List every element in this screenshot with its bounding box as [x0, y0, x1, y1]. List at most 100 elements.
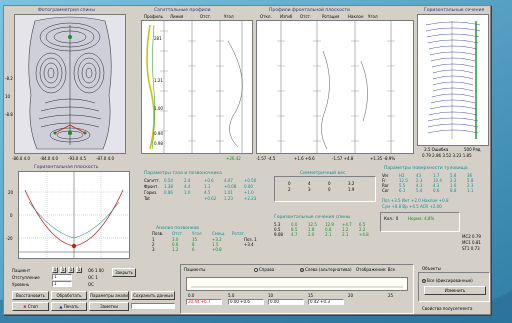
slider-label-6: 25 — [388, 293, 394, 298]
step-field[interactable]: 1 — [52, 274, 72, 280]
contour-map — [15, 15, 125, 153]
vertebra-cols-cell: Ротат. — [232, 231, 246, 236]
surface-table-cell: Fr — [382, 178, 386, 183]
profiles-axis-2: 1.21 — [154, 78, 163, 83]
profiles-footer: +26.42 — [226, 156, 241, 161]
level-tail: ОС — [88, 282, 94, 287]
vertebra-cols-cell: Отст. — [172, 231, 184, 236]
radio-1-icon — [254, 268, 258, 272]
surface-table-cell: Ver — [382, 173, 389, 178]
horizontal-view — [417, 14, 489, 146]
pelvis-table-cell: 1.01 — [224, 190, 233, 195]
slider-field-3[interactable]: 0.00 — [268, 299, 304, 305]
topo-value-3: -93.0 4.5 — [68, 156, 86, 161]
profiles-title: Сагиттальные профили — [154, 8, 211, 13]
save-data-button[interactable]: Сохранить данные — [131, 291, 175, 300]
slider-label-1: 0.0 — [188, 293, 195, 298]
step-label: Отступление — [12, 275, 40, 280]
topo-value-2: -84.0 4.0 — [40, 156, 58, 161]
horizontal-plane-graph — [18, 171, 130, 259]
vertebra-table-cell: 15 — [192, 237, 198, 242]
pelvis-table-cell: +0.6 — [204, 178, 214, 183]
objects-panel — [418, 272, 490, 302]
stop-button[interactable]: ✖ Стоп — [12, 302, 49, 311]
symmetry-table-cell: 2 — [288, 187, 291, 192]
notes-button[interactable]: Заметки — [89, 302, 129, 311]
frontal-footer-3: -1.57 +4.8 — [332, 156, 354, 161]
rotation-table-cell: 6.5 — [359, 222, 366, 227]
surface-table-cell: 6.1 — [399, 188, 406, 193]
pelvis-table-cell: +0.62 — [204, 196, 217, 201]
surface-extra-2: Сум +0.8 Вр +4.5 ACR +2.00 — [382, 204, 442, 209]
stop-icon: ✖ — [23, 304, 27, 309]
radio-option-2[interactable]: Слева (альтернатива) — [300, 267, 352, 272]
symmetry-table: 0 4 0 3.2 2 3 0 1.9 — [288, 181, 370, 193]
change-button[interactable]: Изменить — [424, 286, 486, 295]
surface-table-cell: 2.3 — [467, 183, 474, 188]
surface-table-cell: 36 — [467, 173, 473, 178]
symmetry-table-cell: 0 — [288, 181, 291, 186]
close-button[interactable]: Закрыть — [112, 268, 136, 277]
slider-scale — [191, 286, 403, 288]
horizontal-title: Горизонтальные сечения — [424, 8, 485, 13]
symmetry-table-cell: 3.2 — [348, 181, 355, 186]
surface-table-cell: 1.6 — [450, 183, 457, 188]
radio-bar-left: Пациенты — [184, 267, 206, 272]
surface-table-cell: 0.6 — [433, 188, 440, 193]
level-field[interactable]: 1 — [52, 281, 72, 287]
pelvis-table-cell: 1.23 — [224, 196, 233, 201]
vertebra-table-cell: 1.5 — [212, 242, 219, 247]
graph-plot — [19, 172, 129, 258]
pelvis-table-cell: Фронт. — [144, 184, 159, 189]
surface-table-cell: 43 — [416, 173, 422, 178]
status-field — [131, 303, 175, 309]
patient-spin-3[interactable]: 1 — [68, 267, 74, 273]
pelvis-table-cell: 1.0 — [184, 190, 191, 195]
profiles-col-3: Отст. — [200, 14, 212, 19]
rotation-table-cell: +4.7 — [342, 222, 352, 227]
slider-field-2[interactable]: 0.00 +0.6 — [228, 299, 264, 305]
objects-check-label: Все (фиксированные) — [427, 278, 473, 283]
pelvis-table-cell: 4.5 — [204, 190, 211, 195]
frontal-footer-1: -1.57 -4.5 — [256, 156, 276, 161]
restore-button[interactable]: Восстановить — [12, 291, 49, 300]
frontal-footer-2: +1.6 +6.6 — [294, 156, 315, 161]
print-icon: ▲ — [59, 304, 63, 309]
objects-footer: Свойства полусегмента — [422, 306, 473, 311]
radio-option-1[interactable]: Справа — [254, 267, 274, 272]
level-label: Уровень — [12, 282, 30, 287]
surface-table-cell: Ror — [382, 183, 389, 188]
step-tail: ОС 1 — [88, 275, 98, 280]
vertebra-cols-cell: Смещ. — [212, 231, 226, 236]
slider-field-1[interactable]: 20.44 +6.7 — [186, 299, 222, 305]
rotation-table-cell: 2.2 — [359, 227, 366, 232]
patient-spin-2[interactable]: 1 — [60, 267, 66, 273]
objects-checkbox[interactable]: Все (фиксированные) — [422, 278, 473, 283]
norm-panel — [380, 212, 460, 232]
slider-track[interactable] — [186, 277, 408, 291]
pelvis-table-cell: +1.0 — [244, 190, 254, 195]
profiles-axis-3: 1.00 — [154, 106, 163, 111]
symmetry-table-cell: 0 — [328, 187, 331, 192]
patient-spin-4[interactable]: 1 — [76, 267, 82, 273]
frontal-col-5: Наклон — [348, 14, 364, 19]
rotation-table-cell: 12.9 — [325, 222, 334, 227]
surface-table-cell: 5.5 — [399, 183, 406, 188]
process-button[interactable]: Обработать — [51, 291, 87, 300]
vertebra-extra-2: +3.4 — [244, 242, 254, 247]
profiles-axis-4: 0.94 — [154, 131, 163, 136]
vertebra-table-cell: 1.2 — [172, 247, 179, 252]
patient-spin-1[interactable]: 1 — [52, 267, 58, 273]
rotation-table-cell: 0.0 — [291, 222, 298, 227]
vertebra-table: 1 3.0 15 +3.2 2 0.6 8 1.5 3 1.2 6 +0.8 — [152, 237, 262, 253]
surface-table-cell: 5.8 — [467, 178, 474, 183]
slider-field-4[interactable]: 0.42 +0.3 — [308, 299, 344, 305]
surface-table: Ver H2 43 1.7 5.8 36 Fr 12.5 2.3 10.4 2.3 5.8 Ror 5.5… — [382, 173, 488, 195]
analysis-params-button[interactable]: Параметры анализа — [89, 291, 129, 300]
frontal-footer-4: +1.35 -8.9% — [370, 156, 396, 161]
pelvis-title: Параметры таза и позвоночника — [144, 171, 222, 176]
checkbox-icon — [422, 279, 426, 283]
print-button[interactable]: ▲ Печать — [51, 302, 87, 311]
vertebra-table-cell: 2 — [152, 242, 155, 247]
vertebra-title: Анализ позвонков — [156, 226, 199, 231]
